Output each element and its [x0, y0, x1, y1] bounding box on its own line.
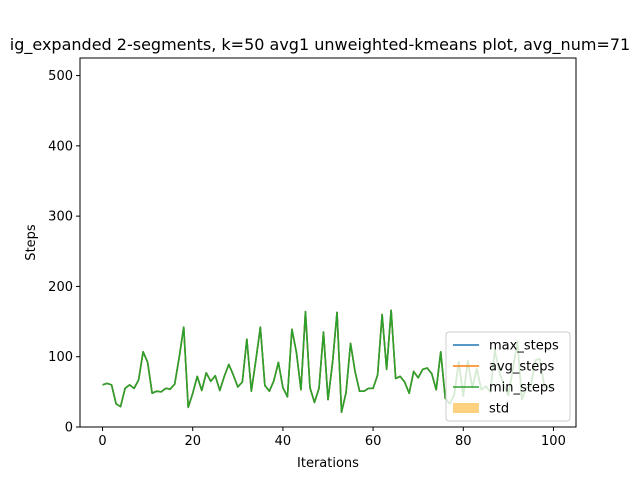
legend-label: max_steps — [489, 339, 559, 354]
y-tick-label: 500 — [48, 69, 73, 84]
x-tick-label: 40 — [275, 434, 292, 449]
legend-label: min_steps — [489, 381, 555, 396]
x-tick-label: 80 — [455, 434, 472, 449]
x-axis: 0 20 40 60 80 100 — [98, 427, 566, 449]
legend-label: avg_steps — [489, 360, 555, 375]
y-tick-label: 300 — [48, 210, 73, 225]
y-tick-label: 0 — [65, 421, 73, 436]
y-tick-label: 200 — [48, 280, 73, 295]
legend-box — [445, 331, 571, 422]
y-axis: 0 100 200 300 400 500 — [48, 69, 80, 436]
legend-swatch-std — [453, 403, 479, 413]
y-tick-label: 400 — [48, 139, 73, 154]
x-tick-label: 0 — [98, 434, 106, 449]
axes-frame — [79, 57, 577, 428]
legend-label: std — [489, 402, 509, 417]
y-axis-label: Steps — [24, 224, 39, 261]
x-tick-label: 20 — [184, 434, 201, 449]
chart-title: ig_expanded 2-segments, k=50 avg1 unweig… — [10, 35, 630, 55]
x-tick-label: 100 — [541, 434, 566, 449]
x-tick-label: 60 — [365, 434, 382, 449]
y-tick-label: 100 — [48, 350, 73, 365]
x-axis-label: Iterations — [297, 456, 359, 471]
